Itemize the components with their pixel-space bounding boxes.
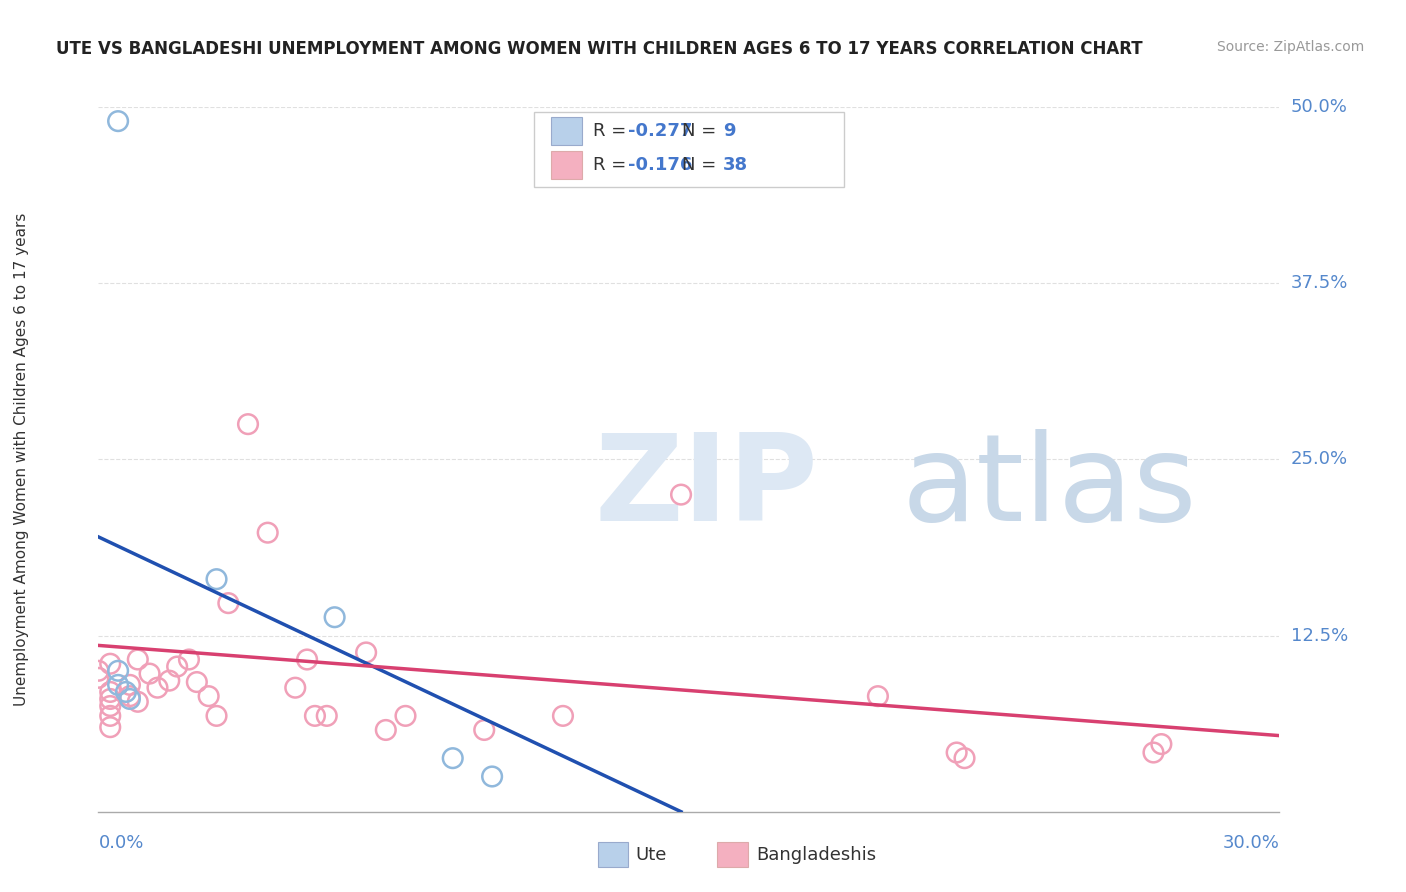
Text: -0.176: -0.176 [628, 156, 693, 174]
Point [107, 664, 129, 678]
Point [1142, 746, 1164, 760]
Point [87, 664, 110, 678]
Text: UTE VS BANGLADESHI UNEMPLOYMENT AMONG WOMEN WITH CHILDREN AGES 6 TO 17 YEARS COR: UTE VS BANGLADESHI UNEMPLOYMENT AMONG WO… [56, 40, 1143, 58]
Point [295, 652, 318, 666]
Point [118, 678, 141, 692]
Point [953, 751, 976, 765]
Text: R =: R = [593, 156, 633, 174]
Point [87, 671, 110, 685]
Text: atlas: atlas [901, 429, 1197, 546]
Point [945, 746, 967, 760]
Point [1150, 737, 1173, 751]
Point [115, 685, 138, 699]
Point [107, 114, 129, 128]
Point [98, 692, 121, 706]
Point [98, 699, 121, 714]
Point [394, 709, 416, 723]
Point [217, 596, 239, 610]
Text: 50.0%: 50.0% [1291, 98, 1347, 116]
Text: R =: R = [593, 122, 633, 140]
Point [197, 689, 219, 703]
Point [304, 709, 326, 723]
Text: 0.0%: 0.0% [98, 834, 143, 852]
Point [138, 666, 160, 681]
Point [323, 610, 346, 624]
Point [205, 572, 228, 586]
Point [127, 652, 149, 666]
Point [866, 689, 889, 703]
Point [256, 525, 278, 540]
Point [98, 720, 121, 734]
Point [315, 709, 337, 723]
Point [472, 723, 495, 737]
Text: N =: N = [682, 122, 721, 140]
Point [118, 692, 141, 706]
Point [166, 659, 188, 673]
Text: 12.5%: 12.5% [1291, 626, 1348, 645]
Point [669, 487, 692, 501]
Point [374, 723, 396, 737]
Point [551, 709, 574, 723]
Point [157, 673, 180, 688]
Point [354, 645, 377, 659]
Point [98, 657, 121, 671]
Point [481, 769, 503, 784]
Point [98, 685, 121, 699]
Point [236, 417, 259, 431]
Point [284, 681, 307, 695]
Point [205, 709, 228, 723]
Point [127, 695, 149, 709]
Text: Unemployment Among Women with Children Ages 6 to 17 years: Unemployment Among Women with Children A… [14, 212, 28, 706]
Point [146, 681, 169, 695]
Text: 25.0%: 25.0% [1291, 450, 1348, 468]
Text: 9: 9 [723, 122, 735, 140]
Text: ZIP: ZIP [595, 429, 818, 546]
Point [107, 678, 129, 692]
Text: Ute: Ute [636, 846, 666, 863]
Text: Bangladeshis: Bangladeshis [756, 846, 876, 863]
Point [186, 675, 208, 690]
Point [118, 689, 141, 703]
Point [98, 709, 121, 723]
Text: 30.0%: 30.0% [1223, 834, 1279, 852]
Text: -0.277: -0.277 [628, 122, 693, 140]
Text: 37.5%: 37.5% [1291, 274, 1348, 293]
Point [177, 652, 200, 666]
Text: Source: ZipAtlas.com: Source: ZipAtlas.com [1216, 40, 1364, 54]
Text: 38: 38 [723, 156, 748, 174]
Point [441, 751, 464, 765]
Text: N =: N = [682, 156, 721, 174]
